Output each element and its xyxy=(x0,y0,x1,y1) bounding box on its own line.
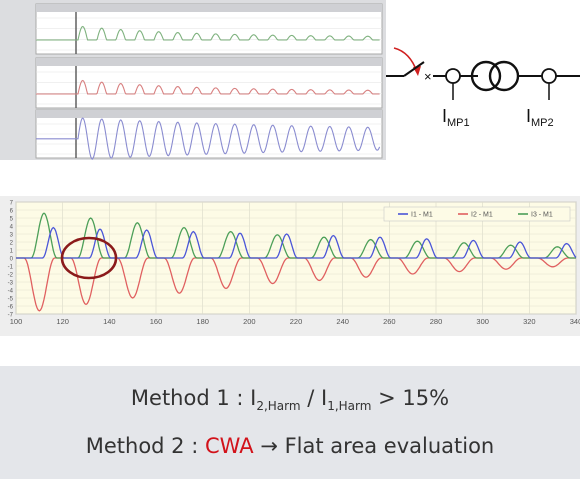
scope-panel-header xyxy=(36,58,382,66)
x-tick-label: 140 xyxy=(103,317,116,326)
y-tick-label: 1 xyxy=(10,249,14,255)
y-tick-label: 5 xyxy=(10,217,14,223)
y-tick-label: 2 xyxy=(10,241,14,247)
x-tick-label: 300 xyxy=(476,317,489,326)
y-tick-label: -3 xyxy=(8,281,14,287)
transformer-winding-2 xyxy=(488,60,520,92)
x-tick-label: 280 xyxy=(430,317,443,326)
label-mp2: IMP2 xyxy=(526,106,554,129)
y-tick-label: -1 xyxy=(8,265,14,271)
legend-label: I1 - M1 xyxy=(411,212,433,219)
scope-panel-header xyxy=(36,4,382,12)
y-tick-label: -5 xyxy=(8,297,14,303)
label-mp1: IMP1 xyxy=(442,106,470,129)
legend-box xyxy=(383,206,571,222)
y-tick-labels: 7 6 5 4 3 2 1 0 -1 -2 -3 -4 -5 -6 -7 xyxy=(8,201,14,319)
chart-svg: 7 6 5 4 3 2 1 0 -1 -2 -3 -4 -5 -6 -7 100 120 140 160 180 20… xyxy=(8,201,580,327)
method-1-text: Method 1 : I2,Harm / I1,Harm > 15% xyxy=(130,386,450,413)
transformer-diagram: × IMP1 IMP2 xyxy=(386,0,580,160)
method-2-text: Method 2 : CWA → Flat area evaluation xyxy=(85,434,495,458)
y-tick-label: -7 xyxy=(8,313,14,319)
legend-label: I3 - M1 xyxy=(531,212,553,219)
y-tick-label: -6 xyxy=(8,305,14,311)
x-tick-label: 200 xyxy=(243,317,256,326)
x-tick-label: 160 xyxy=(150,317,163,326)
scope-panel-header xyxy=(36,110,382,118)
transformer-winding-1 xyxy=(470,60,502,92)
x-tick-label: 340 xyxy=(570,317,580,326)
legend-label: I2 - M1 xyxy=(471,212,493,219)
x-tick-label: 220 xyxy=(290,317,303,326)
probe-mp2-icon xyxy=(541,68,557,84)
chart-grid xyxy=(15,201,577,315)
y-tick-label: 7 xyxy=(10,201,14,207)
x-tick-label: 260 xyxy=(383,317,396,326)
breaker-blade xyxy=(403,61,425,77)
breaker-cross-icon: × xyxy=(424,69,432,84)
waveform-chart: 7 6 5 4 3 2 1 0 -1 -2 -3 -4 -5 -6 -7 100 120 140 160 180 20… xyxy=(0,196,580,336)
series-i1-line xyxy=(16,226,577,259)
chart-series xyxy=(16,212,577,312)
scope-panel xyxy=(35,57,383,109)
y-tick-label: 3 xyxy=(10,233,14,239)
x-tick-label: 240 xyxy=(336,317,349,326)
flat-area-highlight xyxy=(60,236,118,280)
y-tick-label: 4 xyxy=(10,225,14,231)
y-tick-label: -2 xyxy=(8,273,14,279)
scope-trace xyxy=(36,117,381,160)
y-tick-label: 6 xyxy=(10,209,14,215)
x-tick-label: 120 xyxy=(56,317,69,326)
chart-legend: I1 - M1 I2 - M1 I3 - M1 xyxy=(383,206,571,222)
diagram-svg: × IMP1 IMP2 xyxy=(386,47,580,129)
x-tick-label: 180 xyxy=(196,317,209,326)
scope-screenshot: IL1-M1IL2-M1IL3-M1 xyxy=(0,0,386,160)
scope-panels: IL1-M1IL2-M1IL3-M1 xyxy=(35,3,383,160)
x-tick-label: 320 xyxy=(523,317,536,326)
y-tick-label: 0 xyxy=(10,257,14,263)
scope-trace xyxy=(36,25,380,41)
method-footer: Method 1 : I2,Harm / I1,Harm > 15% Metho… xyxy=(0,366,580,479)
x-tick-labels: 100 120 140 160 180 200 220 240 260 280 300 320 340 xyxy=(10,317,580,326)
x-tick-label: 100 xyxy=(10,317,23,326)
probe-mp1-icon xyxy=(445,68,461,84)
scope-panel xyxy=(35,3,383,55)
y-tick-label: -4 xyxy=(8,289,14,295)
scope-trace xyxy=(36,79,380,95)
